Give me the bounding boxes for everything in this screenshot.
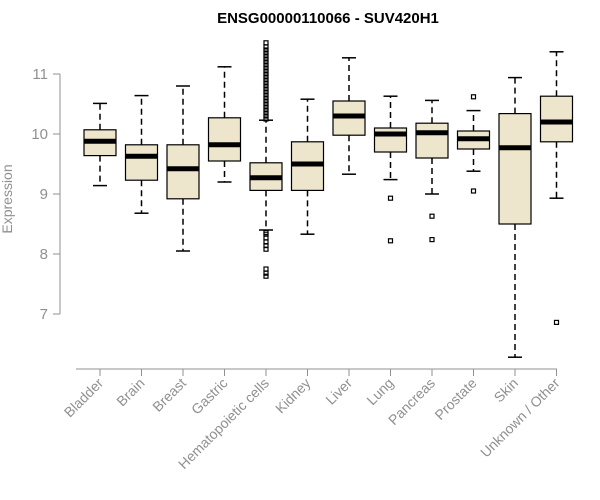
x-tick-label: Kidney (272, 375, 314, 417)
x-tick-label: Breast (149, 375, 189, 415)
y-axis-label: Expression (0, 164, 15, 233)
outlier-point (263, 116, 269, 122)
outlier-point (263, 40, 269, 46)
box-skin (498, 76, 532, 358)
outlier-point (263, 95, 269, 101)
outlier-point (263, 89, 269, 95)
x-tick-label: Unknown / Other (477, 375, 563, 461)
box-hematopoietic-cells (249, 40, 283, 279)
y-tick-label: 10 (31, 126, 48, 143)
box-liver (332, 57, 366, 175)
box-prostate (456, 94, 491, 194)
outlier-point (263, 273, 269, 279)
box-unknown-other (539, 51, 574, 325)
box-gastric (207, 66, 242, 183)
outlier-point (387, 195, 394, 201)
outlier-point (470, 188, 477, 194)
x-tick-label: Prostate (431, 375, 479, 423)
outlier-point (263, 266, 269, 272)
outlier-point (263, 86, 269, 92)
y-tick-label: 8 (40, 246, 48, 263)
outlier-point (263, 98, 269, 104)
outlier-point (263, 77, 269, 83)
iqr-box (166, 144, 200, 200)
outlier-point (263, 47, 269, 53)
x-tick-label: Brain (113, 375, 147, 409)
x-tick-label: Bladder (61, 375, 107, 421)
outlier-point (263, 80, 269, 86)
x-tick-label: Skin (491, 375, 522, 406)
iqr-box (539, 95, 574, 143)
outlier-point (263, 62, 269, 68)
y-tick-label: 7 (40, 306, 48, 323)
box-lung (373, 95, 408, 244)
outlier-point (263, 71, 269, 77)
box-bladder (83, 102, 117, 187)
box-pancreas (415, 99, 449, 243)
outlier-point (263, 44, 269, 50)
chart-title: ENSG00000110066 - SUV420H1 (217, 10, 439, 27)
outlier-point (553, 319, 560, 325)
outlier-point (263, 113, 269, 119)
outlier-point (263, 65, 269, 71)
outlier-point (263, 92, 269, 98)
outlier-point (263, 104, 269, 110)
outlier-point (263, 56, 269, 62)
x-tick-label: Lung (363, 375, 396, 408)
outlier-point (429, 213, 435, 219)
x-tick-label: Liver (322, 375, 355, 408)
iqr-box (415, 122, 449, 159)
iqr-box (207, 117, 242, 162)
outlier-point (263, 68, 269, 74)
outlier-point (470, 94, 477, 100)
outlier-point (263, 229, 269, 235)
outlier-point (263, 74, 269, 80)
outlier-point (263, 50, 269, 56)
outlier-point (387, 238, 394, 244)
iqr-box (124, 144, 159, 181)
outlier-point (263, 101, 269, 107)
outlier-point (263, 83, 269, 89)
outlier-point (263, 53, 269, 59)
iqr-box (498, 112, 532, 225)
box-brain (124, 94, 159, 214)
outlier-point (263, 59, 269, 65)
y-tick-label: 9 (40, 186, 48, 203)
y-axis-ticks: 7 8 9 10 11 (31, 66, 60, 323)
outlier-point (263, 110, 269, 116)
outlier-point (263, 107, 269, 113)
box-kidney (290, 98, 325, 235)
outlier-point (429, 237, 435, 243)
boxes (83, 40, 574, 358)
y-tick-label: 11 (32, 66, 48, 83)
box-breast (166, 85, 200, 252)
